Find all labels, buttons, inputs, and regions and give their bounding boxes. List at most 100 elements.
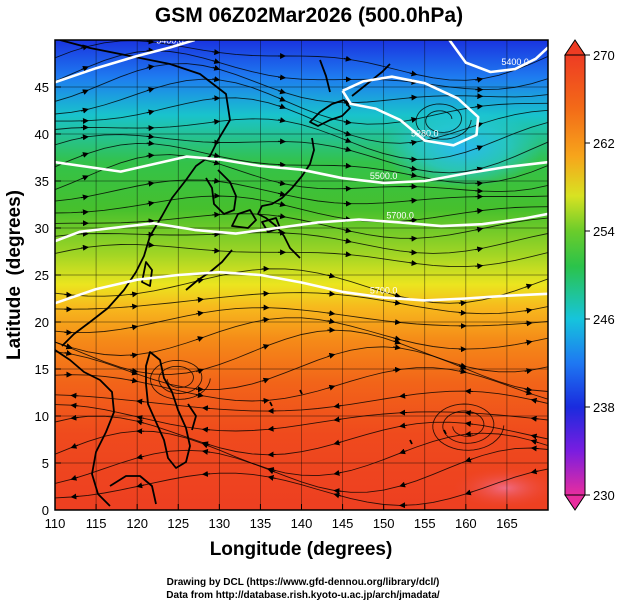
chart-title: GSM 06Z02Mar2026 (500.0hPa)	[155, 4, 463, 27]
wind-arrow	[343, 251, 352, 258]
wind-arrow	[343, 119, 352, 126]
colorbar-tick-label: 230	[593, 488, 615, 503]
coastline-pacific-islands	[269, 389, 447, 445]
wind-arrow	[524, 386, 533, 393]
wind-arrow	[81, 65, 89, 72]
y-tick-label: 30	[35, 221, 49, 236]
wind-arrow	[278, 213, 287, 220]
wind-arrow	[136, 415, 145, 421]
wind-arrow	[458, 368, 467, 374]
height-contour	[448, 40, 548, 74]
wind-arrow	[475, 145, 484, 151]
wind-arrow	[80, 209, 89, 216]
wind-arrow	[399, 481, 407, 488]
wind-arrow	[212, 64, 221, 71]
height-contour	[55, 155, 548, 185]
wind-arrow	[278, 88, 287, 95]
x-tick-label: 130	[208, 516, 230, 531]
wind-arrow	[409, 117, 418, 123]
streamline	[55, 63, 548, 104]
wind-arrow	[524, 389, 533, 396]
wind-arrow	[278, 103, 287, 110]
colorbar-tick-label: 238	[593, 400, 615, 415]
wind-arrow	[81, 152, 89, 158]
coastline-borneo	[109, 475, 157, 505]
wind-arrow	[343, 130, 352, 137]
colorbar-tick-label: 254	[593, 224, 615, 239]
wind-arrow	[81, 175, 89, 181]
colorbar-tick-label: 270	[593, 48, 615, 63]
x-tick-label: 140	[291, 516, 313, 531]
coastline-taiwan	[141, 261, 153, 287]
wind-arrow	[278, 190, 287, 197]
wind-arrow	[343, 55, 352, 62]
wind-arrow	[530, 445, 539, 452]
wind-arrow	[464, 456, 473, 463]
wind-arrow	[524, 339, 533, 346]
wind-arrow	[409, 165, 418, 172]
coastline-philippines	[145, 351, 197, 469]
wind-arrow	[146, 218, 155, 225]
wind-arrow	[80, 244, 89, 251]
wind-arrow	[146, 140, 155, 147]
y-tick-label: 45	[35, 80, 49, 95]
wind-arrow	[278, 96, 287, 102]
wind-arrow	[261, 316, 270, 323]
wind-arrow	[80, 134, 89, 141]
streamline	[55, 134, 548, 174]
streamline	[55, 154, 548, 193]
wind-arrow	[212, 76, 221, 82]
wind-arrow	[409, 197, 418, 204]
wind-arrow	[343, 162, 352, 169]
x-tick-label: 120	[126, 516, 148, 531]
wind-arrow	[146, 133, 155, 140]
wind-arrow	[212, 159, 221, 166]
x-axis-ticks: 110 115 120 125 130 135 140 145 150 155 160 165	[45, 504, 518, 531]
wind-arrow	[524, 307, 533, 314]
wind-arrow	[70, 414, 79, 421]
x-tick-label: 135	[250, 516, 272, 531]
wind-arrow	[195, 310, 204, 317]
colorbar-tick-label: 262	[593, 136, 615, 151]
wind-arrow	[393, 344, 402, 351]
colorbar-ticks: 230 238 246 254 262 270	[585, 48, 615, 503]
wind-arrow	[146, 64, 155, 71]
x-tick-label: 115	[86, 516, 107, 531]
wind-arrow	[409, 139, 418, 146]
coastline-korea	[205, 169, 237, 215]
wind-arrow	[212, 49, 221, 56]
wind-arrow	[80, 107, 89, 114]
warm-spot	[450, 466, 548, 510]
wind-arrow	[530, 468, 539, 475]
wind-arrow	[344, 137, 352, 144]
wind-arrow	[327, 384, 336, 391]
plot-area: 5700.0 5700.0 5500.0 5400.0 5280.0 5400.0	[55, 40, 548, 510]
streamline	[55, 195, 548, 223]
wind-arrow	[343, 146, 352, 153]
wind-arrow	[212, 177, 221, 184]
wind-arrow	[393, 338, 402, 345]
wind-arrow	[333, 469, 342, 476]
height-contours: 5700.0 5700.0 5500.0 5400.0 5280.0 5400.0	[55, 40, 548, 305]
wind-arrow	[80, 44, 89, 51]
streamline	[415, 103, 472, 140]
height-contour	[55, 40, 196, 84]
wind-arrow	[146, 87, 155, 93]
wind-arrow	[343, 227, 352, 234]
wind-arrow	[475, 263, 484, 270]
wind-arrow	[136, 419, 145, 426]
wind-arrow	[70, 392, 79, 399]
streamline	[55, 179, 548, 205]
wind-arrow	[399, 422, 408, 429]
wind-arrow	[524, 283, 533, 290]
y-axis-label: Latitude (degrees)	[4, 190, 25, 360]
wind-arrow	[201, 405, 210, 412]
wind-arrow	[201, 470, 210, 477]
wind-arrow	[136, 398, 145, 405]
wind-arrow	[201, 426, 210, 433]
wind-arrow	[409, 172, 418, 179]
wind-arrow	[212, 58, 221, 65]
wind-arrow	[530, 415, 539, 422]
wind-arrow	[267, 475, 276, 481]
wind-arrow	[70, 402, 79, 409]
